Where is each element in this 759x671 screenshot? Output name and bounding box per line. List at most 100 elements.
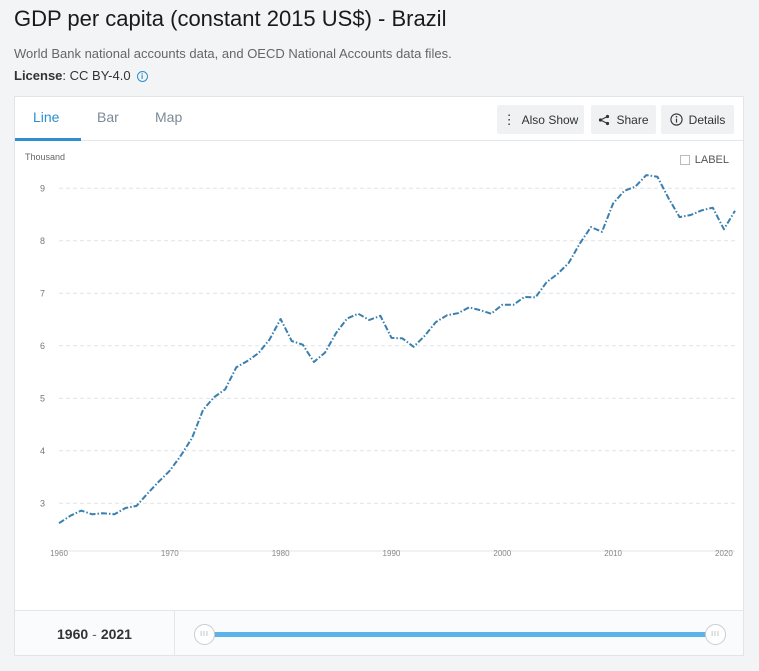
data-point[interactable] [655, 175, 659, 179]
data-point[interactable] [533, 295, 537, 299]
license-value: : CC BY-4.0 [62, 68, 131, 83]
range-slider-track[interactable] [205, 632, 717, 637]
also-show-button[interactable]: ⋮ Also Show [497, 105, 584, 134]
data-point[interactable] [400, 336, 404, 340]
data-point[interactable] [334, 331, 338, 335]
data-point[interactable] [688, 213, 692, 217]
data-point[interactable] [301, 343, 305, 347]
data-point[interactable] [633, 184, 637, 188]
data-point[interactable] [711, 205, 715, 209]
data-point[interactable] [90, 512, 94, 516]
data-point[interactable] [190, 436, 194, 440]
range-slider-start-handle[interactable]: III [194, 624, 215, 645]
data-point[interactable] [733, 209, 737, 213]
details-button[interactable]: Details [661, 105, 734, 134]
data-point[interactable] [57, 521, 61, 525]
view-tabs: Line Bar Map ⋮ Also Show Share Details [15, 97, 743, 141]
label-toggle[interactable]: LABEL [679, 154, 729, 166]
data-point[interactable] [434, 320, 438, 324]
data-point[interactable] [267, 337, 271, 341]
data-point[interactable] [145, 491, 149, 495]
data-point[interactable] [356, 312, 360, 316]
data-point[interactable] [622, 189, 626, 193]
data-point[interactable] [467, 305, 471, 309]
data-point[interactable] [600, 230, 604, 234]
data-point[interactable] [589, 225, 593, 229]
data-point[interactable] [223, 387, 227, 391]
data-point[interactable] [168, 469, 172, 473]
data-point[interactable] [478, 308, 482, 312]
y-tick-label: 4 [40, 446, 45, 456]
data-point[interactable] [278, 317, 282, 321]
data-point[interactable] [423, 334, 427, 338]
y-tick-label: 9 [40, 183, 45, 193]
data-point[interactable] [522, 295, 526, 299]
data-point[interactable] [567, 261, 571, 265]
more-vertical-icon: ⋮ [502, 112, 516, 127]
data-point[interactable] [345, 316, 349, 320]
info-icon[interactable]: i [136, 71, 148, 82]
data-point[interactable] [234, 365, 238, 369]
data-point[interactable] [245, 359, 249, 363]
data-point[interactable] [123, 506, 127, 510]
data-point[interactable] [511, 303, 515, 307]
data-point[interactable] [68, 514, 72, 518]
data-point[interactable] [611, 201, 615, 205]
x-tick-label: 2020 [715, 549, 733, 558]
grip-icon: III [200, 631, 209, 638]
share-button[interactable]: Share [591, 105, 656, 134]
data-point[interactable] [489, 312, 493, 316]
grip-icon: III [711, 631, 720, 638]
data-point[interactable] [134, 504, 138, 508]
range-end: 2021 [100, 625, 132, 642]
range-start: 1960 [57, 625, 89, 642]
data-point[interactable] [101, 511, 105, 515]
data-point[interactable] [312, 360, 316, 364]
data-point[interactable] [677, 215, 681, 219]
tab-bar[interactable]: Bar [97, 109, 119, 125]
label-checkbox[interactable] [679, 155, 690, 165]
data-point[interactable] [201, 408, 205, 412]
y-tick-label: 7 [40, 288, 45, 298]
data-point[interactable] [411, 345, 415, 349]
data-point[interactable] [666, 196, 670, 200]
data-point[interactable] [389, 336, 393, 340]
data-point[interactable] [79, 508, 83, 512]
data-point[interactable] [500, 303, 504, 307]
data-point[interactable] [157, 480, 161, 484]
data-point[interactable] [456, 311, 460, 315]
data-point[interactable] [644, 173, 648, 177]
data-point[interactable] [323, 350, 327, 354]
data-point[interactable] [722, 227, 726, 231]
x-tick-label: 2000 [493, 549, 511, 558]
data-point[interactable] [367, 318, 371, 322]
x-tick-label: 1990 [383, 549, 401, 558]
x-tick-label: 1970 [161, 549, 179, 558]
x-tick-labels: 1960 1970 1980 1990 2000 2010 2020 [50, 549, 733, 558]
grid-lines [59, 187, 735, 552]
data-point[interactable] [544, 280, 548, 284]
share-icon [599, 114, 610, 125]
tab-line[interactable]: Line [33, 109, 60, 125]
series-line-group [57, 173, 737, 525]
range-slider-end-handle[interactable]: III [705, 624, 726, 645]
data-point[interactable] [445, 313, 449, 317]
data-point[interactable] [578, 241, 582, 245]
data-point[interactable] [700, 208, 704, 212]
data-point[interactable] [212, 395, 216, 399]
range-label: 1960 - 2021 [15, 611, 175, 656]
data-point[interactable] [256, 351, 260, 355]
data-point[interactable] [112, 512, 116, 516]
data-point[interactable] [179, 453, 183, 457]
chart-card: Line Bar Map ⋮ Also Show Share Details [14, 96, 744, 656]
active-tab-indicator [15, 138, 81, 141]
data-point[interactable] [290, 339, 294, 343]
label-toggle-text: LABEL [694, 154, 729, 166]
tab-map[interactable]: Map [155, 109, 183, 125]
range-footer: 1960 - 2021 III III [15, 610, 743, 656]
data-point[interactable] [378, 314, 382, 318]
y-tick-label: 3 [40, 498, 45, 508]
info-circle-icon [670, 113, 683, 126]
page-title: GDP per capita (constant 2015 US$) - Bra… [14, 6, 447, 31]
data-point[interactable] [555, 272, 559, 276]
